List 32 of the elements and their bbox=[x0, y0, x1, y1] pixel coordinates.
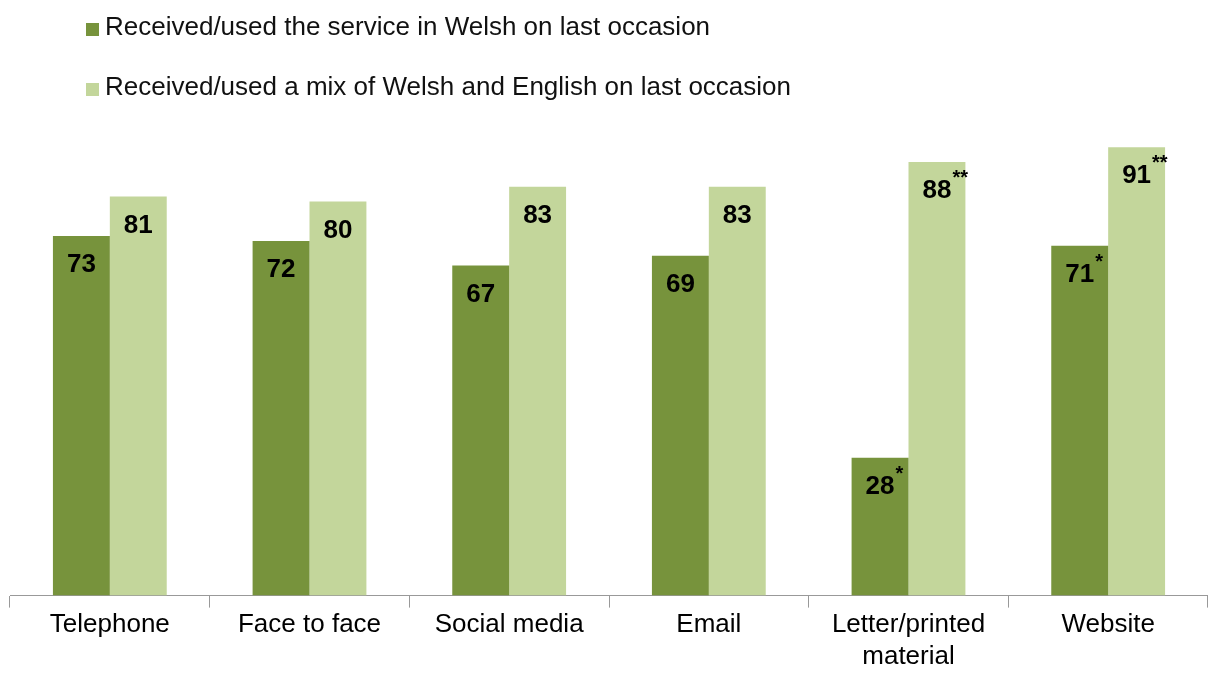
bar bbox=[309, 201, 367, 596]
bar bbox=[1051, 245, 1109, 596]
data-label: 67 bbox=[466, 277, 496, 308]
data-label: 83 bbox=[722, 198, 752, 229]
bar bbox=[52, 236, 110, 596]
x-tick-label: Telephone bbox=[49, 608, 170, 639]
bar bbox=[509, 186, 567, 596]
bar bbox=[908, 162, 966, 596]
data-label: 91** bbox=[1122, 151, 1168, 190]
data-label: 69 bbox=[665, 267, 695, 298]
data-label: 80 bbox=[323, 213, 353, 244]
x-tick-label: Social media bbox=[434, 608, 585, 639]
data-label: 83 bbox=[523, 198, 553, 229]
x-tick-label: Email bbox=[676, 608, 742, 639]
bar bbox=[851, 457, 909, 596]
bar bbox=[708, 186, 766, 596]
data-label: 28* bbox=[865, 461, 904, 500]
bar bbox=[252, 240, 310, 596]
x-tick-label: Face to face bbox=[237, 608, 382, 639]
x-tick-label: Website bbox=[1061, 608, 1155, 639]
bar bbox=[109, 196, 167, 596]
data-label: 88** bbox=[922, 166, 969, 205]
bar bbox=[1108, 147, 1166, 596]
data-label: 73 bbox=[66, 248, 96, 279]
data-label: 71* bbox=[1065, 249, 1104, 288]
x-tick-label: Letter/printed material bbox=[831, 608, 986, 670]
bar bbox=[651, 255, 709, 596]
legend-label: Received/used the service in Welsh on last occasion bbox=[105, 10, 711, 43]
legend-label: Received/used a mix of Welsh and English on last occasion bbox=[105, 70, 792, 103]
data-label: 81 bbox=[123, 208, 153, 239]
data-label: 72 bbox=[266, 252, 296, 283]
bar bbox=[452, 265, 510, 596]
